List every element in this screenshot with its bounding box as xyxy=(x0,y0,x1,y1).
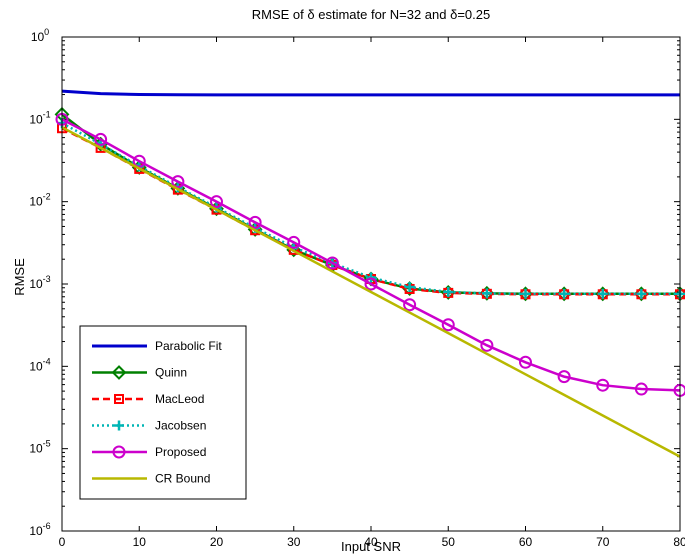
data-point-jacobsen xyxy=(404,281,415,292)
legend-label-proposed: Proposed xyxy=(155,445,206,459)
x-tick-label: 0 xyxy=(59,535,66,549)
data-point-proposed xyxy=(210,195,223,209)
legend: Parabolic Fit Quinn MacLeod Jacobsen Propose… xyxy=(79,325,247,500)
data-point-jacobsen xyxy=(597,288,608,299)
legend-label-jacobsen: Jacobsen xyxy=(155,419,206,433)
y-tick-label: 10-4 xyxy=(29,356,50,373)
series-quinn xyxy=(54,106,685,302)
x-tick-label: 10 xyxy=(133,535,147,549)
data-point-proposed xyxy=(364,277,378,291)
data-point-proposed xyxy=(132,154,146,168)
legend-marker-proposed xyxy=(112,445,126,459)
legend-marker-jacobsen xyxy=(114,420,124,431)
x-tick-label: 60 xyxy=(519,535,533,549)
data-point-jacobsen xyxy=(559,288,570,299)
y-tick-label: 10-2 xyxy=(29,192,50,209)
data-point-proposed xyxy=(403,298,417,312)
data-point-proposed xyxy=(248,215,262,229)
x-tick-label: 30 xyxy=(287,535,301,549)
x-tick-label: 40 xyxy=(364,535,378,549)
x-axis-label: Input SNR xyxy=(341,539,401,554)
series-line-jacobsen xyxy=(61,122,680,296)
y-tick-label: 10-1 xyxy=(29,109,50,126)
series-line-parabolic-fit xyxy=(61,89,680,97)
legend-label-cr-bound: CR Bound xyxy=(155,472,210,486)
x-tick-label: 20 xyxy=(210,535,224,549)
data-point-proposed xyxy=(171,175,185,189)
legend-label-parabolic-fit: Parabolic Fit xyxy=(155,339,222,353)
plot-area xyxy=(54,89,685,458)
series-line-macleod xyxy=(61,127,680,296)
x-tick-label: 50 xyxy=(442,535,456,549)
data-point-jacobsen xyxy=(636,288,647,299)
y-tick-label: 10-6 xyxy=(29,521,50,538)
series-line-quinn xyxy=(61,113,680,296)
x-tick-label: 80 xyxy=(673,535,685,549)
legend-marker-macleod xyxy=(114,394,124,404)
y-tick-label: 10-3 xyxy=(29,274,50,291)
legend-marker-quinn xyxy=(111,365,127,380)
y-axis-label: RMSE xyxy=(12,258,27,296)
data-point-jacobsen xyxy=(366,272,376,283)
series-cr-bound xyxy=(61,126,681,458)
legend-label-macleod: MacLeod xyxy=(155,392,204,406)
data-point-jacobsen xyxy=(481,288,492,299)
data-point-proposed xyxy=(287,235,301,249)
chart-title: RMSE of δ estimate for N=32 and δ=0.25 xyxy=(252,7,490,22)
y-tick-label: 10-5 xyxy=(29,439,50,456)
data-point-jacobsen xyxy=(520,288,531,299)
series-line-proposed xyxy=(61,118,681,392)
data-point-proposed xyxy=(557,370,571,384)
data-point-jacobsen xyxy=(443,286,454,297)
y-tick-label: 100 xyxy=(31,27,49,44)
data-point-proposed xyxy=(596,378,610,392)
data-point-proposed xyxy=(325,256,339,270)
data-point-proposed xyxy=(94,132,108,146)
data-point-proposed xyxy=(441,318,455,332)
legend-box xyxy=(79,325,247,500)
axis-ticks: 0 10 20 30 40 50 60 70 80 100 10-1 10-2 10-3 10-4 10-5… xyxy=(29,27,685,549)
data-point-proposed xyxy=(519,355,532,369)
plot-frame xyxy=(61,36,681,532)
x-tick-label: 70 xyxy=(596,535,610,549)
series-line-cr-bound xyxy=(61,126,681,458)
data-point-proposed xyxy=(634,382,648,396)
series-proposed xyxy=(55,112,685,397)
series-parabolic-fit xyxy=(61,89,680,97)
legend-label-quinn: Quinn xyxy=(155,366,187,380)
data-point-proposed xyxy=(480,338,494,352)
